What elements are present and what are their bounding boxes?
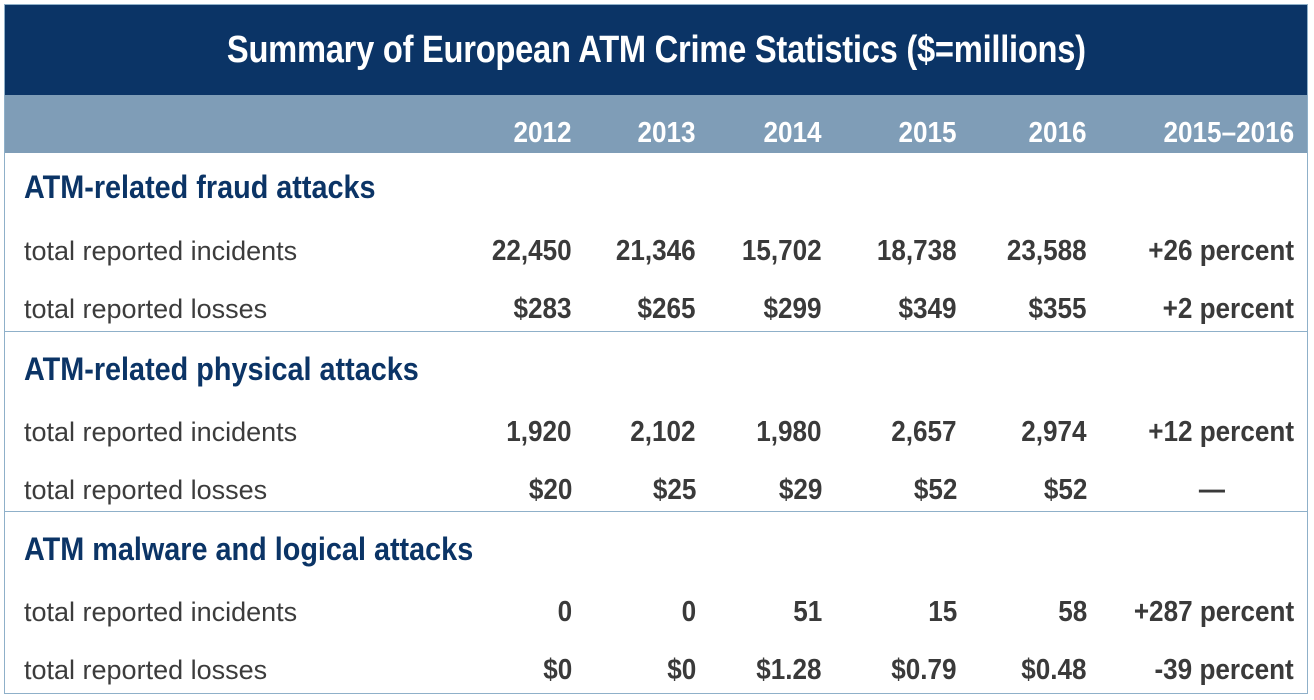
table-row: total reported losses $0 $0 $1.28 $0.79 … bbox=[5, 650, 1307, 690]
table-cell: 0 bbox=[681, 596, 696, 628]
table-row: total reported incidents 1,920 2,102 1,9… bbox=[5, 412, 1307, 452]
table-row: total reported incidents 22,450 21,346 1… bbox=[5, 231, 1307, 271]
table-cell: 58 bbox=[1057, 596, 1087, 628]
table-cell: $0.79 bbox=[891, 654, 957, 686]
row-label: total reported incidents bbox=[24, 417, 298, 447]
table-cell: +12 percent bbox=[1148, 416, 1294, 448]
column-header-2014: 2014 bbox=[763, 117, 822, 149]
table-cell: 2,657 bbox=[891, 416, 957, 448]
section-title-fraud: ATM-related fraud attacks bbox=[24, 169, 376, 205]
column-header-2012: 2012 bbox=[513, 117, 572, 149]
table-cell: +26 percent bbox=[1148, 235, 1294, 267]
table-row: total reported losses $20 $25 $29 $52 $5… bbox=[5, 470, 1307, 510]
table-title: Summary of European ATM Crime Statistics… bbox=[226, 28, 1086, 71]
table-cell: $0 bbox=[542, 654, 572, 686]
column-header-change: 2015–2016 bbox=[1163, 117, 1294, 149]
column-header-row: 2012 2013 2014 2015 2016 2015–2016 bbox=[5, 95, 1307, 153]
table-cell: $0 bbox=[666, 654, 696, 686]
column-header-2016: 2016 bbox=[1028, 117, 1087, 149]
table-row: total reported losses $283 $265 $299 $34… bbox=[5, 289, 1307, 329]
column-header-2013: 2013 bbox=[637, 117, 696, 149]
table-cell: 1,920 bbox=[506, 416, 572, 448]
table-cell: +2 percent bbox=[1162, 293, 1294, 325]
stats-table: Summary of European ATM Crime Statistics… bbox=[4, 4, 1308, 694]
table-title-bar: Summary of European ATM Crime Statistics… bbox=[5, 5, 1307, 95]
table-cell: 51 bbox=[792, 596, 822, 628]
table-cell: $355 bbox=[1028, 293, 1087, 325]
table-cell: -39 percent bbox=[1154, 654, 1294, 686]
table-cell: $299 bbox=[763, 293, 822, 325]
table-cell: $52 bbox=[1043, 474, 1087, 506]
table-cell: $0.48 bbox=[1021, 654, 1087, 686]
table-cell: 0 bbox=[557, 596, 572, 628]
table-cell: $20 bbox=[528, 474, 572, 506]
table-cell: — bbox=[1198, 474, 1225, 506]
row-label: total reported incidents bbox=[24, 236, 298, 266]
table-cell: 18,738 bbox=[877, 235, 957, 267]
table-cell: +287 percent bbox=[1133, 596, 1294, 628]
table-cell: $349 bbox=[898, 293, 957, 325]
table-cell: 21,346 bbox=[616, 235, 696, 267]
row-label: total reported incidents bbox=[24, 597, 298, 627]
section-divider bbox=[5, 511, 1307, 512]
table-row: total reported incidents 0 0 51 15 58 +2… bbox=[5, 592, 1307, 632]
table-cell: $29 bbox=[778, 474, 822, 506]
section-divider bbox=[5, 331, 1307, 332]
section-title-physical: ATM-related physical attacks bbox=[24, 351, 419, 387]
column-header-2015: 2015 bbox=[898, 117, 957, 149]
table-cell: 2,102 bbox=[630, 416, 696, 448]
table-cell: $25 bbox=[652, 474, 696, 506]
table-cell: 2,974 bbox=[1021, 416, 1087, 448]
table-cell: 22,450 bbox=[492, 235, 572, 267]
table-cell: 15,702 bbox=[742, 235, 822, 267]
row-label: total reported losses bbox=[24, 294, 268, 324]
section-title-malware: ATM malware and logical attacks bbox=[24, 531, 474, 567]
table-cell: $52 bbox=[913, 474, 957, 506]
table-cell: $283 bbox=[513, 293, 572, 325]
row-label: total reported losses bbox=[24, 475, 268, 505]
table-cell: 1,980 bbox=[756, 416, 822, 448]
table-cell: 23,588 bbox=[1007, 235, 1087, 267]
row-label: total reported losses bbox=[24, 655, 268, 685]
table-cell: $1.28 bbox=[756, 654, 822, 686]
table-cell: $265 bbox=[637, 293, 696, 325]
table-cell: 15 bbox=[927, 596, 957, 628]
